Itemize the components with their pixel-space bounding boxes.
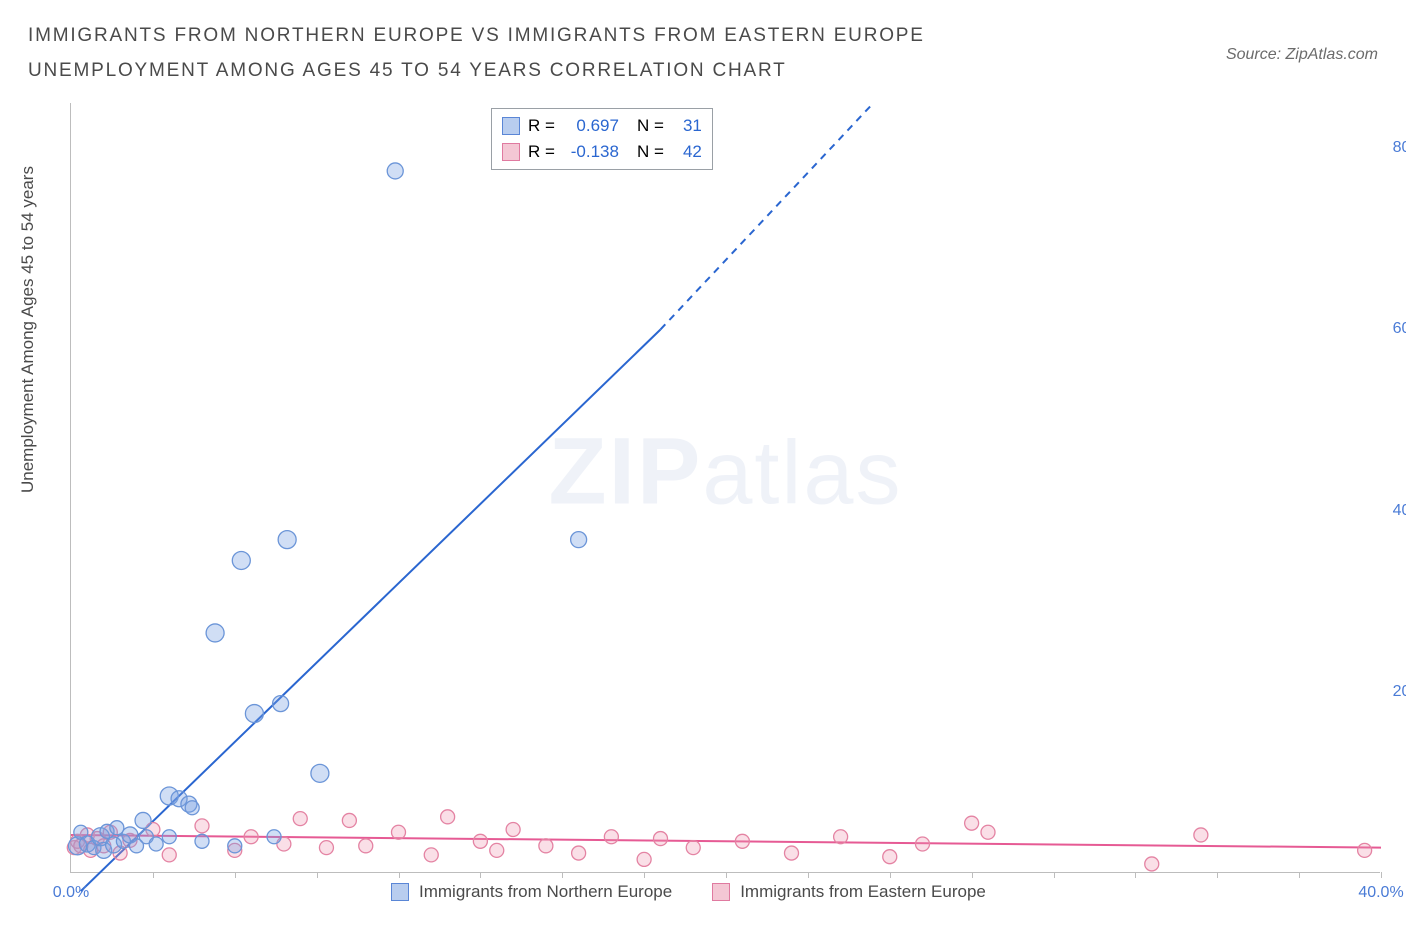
data-point [232, 551, 250, 569]
x-tick-mark [317, 872, 318, 878]
data-point [135, 812, 151, 828]
series-a-swatch-bottom [391, 883, 409, 901]
data-point [686, 841, 700, 855]
source-attribution: Source: ZipAtlas.com [1226, 46, 1378, 64]
n-label-a: N = [637, 116, 664, 136]
x-tick-label: 40.0% [1358, 884, 1403, 902]
x-tick-mark [399, 872, 400, 878]
data-point [267, 830, 281, 844]
x-tick-mark [1217, 872, 1218, 878]
x-tick-mark [972, 872, 973, 878]
chart-svg [71, 103, 1381, 873]
data-point [278, 531, 296, 549]
x-tick-mark [235, 872, 236, 878]
data-point [637, 852, 651, 866]
series-b-name: Immigrants from Eastern Europe [740, 882, 986, 902]
data-point [392, 825, 406, 839]
chart-container: Unemployment Among Ages 45 to 54 years Z… [28, 103, 1388, 903]
data-point [490, 843, 504, 857]
series-b-swatch [502, 143, 520, 161]
data-point [539, 839, 553, 853]
data-point [572, 846, 586, 860]
data-point [206, 624, 224, 642]
data-point [228, 839, 242, 853]
data-point [441, 810, 455, 824]
data-point [473, 834, 487, 848]
r-value-a: 0.697 [563, 116, 619, 136]
x-tick-label: 0.0% [53, 884, 89, 902]
data-point [244, 830, 258, 844]
x-tick-mark [562, 872, 563, 878]
data-point [883, 850, 897, 864]
plot-area: ZIPatlas R = 0.697 N = 31 R = -0.138 N =… [70, 103, 1380, 873]
data-point [1358, 843, 1372, 857]
data-point [185, 801, 199, 815]
y-tick-label: 80.0% [1393, 139, 1406, 157]
data-point [785, 846, 799, 860]
data-point [195, 819, 209, 833]
n-value-b: 42 [672, 142, 702, 162]
data-point [162, 848, 176, 862]
data-point [424, 848, 438, 862]
data-point [916, 837, 930, 851]
x-tick-mark [808, 872, 809, 878]
data-point [506, 823, 520, 837]
x-tick-mark [1299, 872, 1300, 878]
series-legend: Immigrants from Northern Europe Immigran… [391, 882, 986, 902]
data-point [293, 812, 307, 826]
data-point [359, 839, 373, 853]
data-point [654, 832, 668, 846]
data-point [981, 825, 995, 839]
stats-legend: R = 0.697 N = 31 R = -0.138 N = 42 [491, 108, 713, 170]
data-point [571, 532, 587, 548]
data-point [834, 830, 848, 844]
data-point [735, 834, 749, 848]
x-tick-mark [1381, 872, 1382, 878]
x-tick-mark [726, 872, 727, 878]
x-tick-mark [1054, 872, 1055, 878]
data-point [387, 163, 403, 179]
n-label-b: N = [637, 142, 664, 162]
data-point [273, 696, 289, 712]
data-point [319, 841, 333, 855]
x-tick-mark [480, 872, 481, 878]
y-tick-label: 20.0% [1393, 683, 1406, 701]
x-tick-mark [890, 872, 891, 878]
x-tick-mark [1135, 872, 1136, 878]
chart-title: IMMIGRANTS FROM NORTHERN EUROPE VS IMMIG… [28, 18, 1078, 88]
x-tick-mark [153, 872, 154, 878]
series-a-swatch [502, 117, 520, 135]
data-point [604, 830, 618, 844]
y-axis-label: Unemployment Among Ages 45 to 54 years [18, 166, 38, 493]
series-b-swatch-bottom [712, 883, 730, 901]
x-tick-mark [644, 872, 645, 878]
data-point [311, 764, 329, 782]
r-value-b: -0.138 [563, 142, 619, 162]
r-label-b: R = [528, 142, 555, 162]
series-a-name: Immigrants from Northern Europe [419, 882, 672, 902]
r-label-a: R = [528, 116, 555, 136]
data-point [245, 705, 263, 723]
data-point [965, 816, 979, 830]
data-point [149, 837, 163, 851]
n-value-a: 31 [672, 116, 702, 136]
data-point [342, 813, 356, 827]
y-tick-label: 60.0% [1393, 320, 1406, 338]
data-point [1194, 828, 1208, 842]
y-tick-label: 40.0% [1393, 502, 1406, 520]
data-point [195, 834, 209, 848]
data-point [1145, 857, 1159, 871]
data-point [162, 830, 176, 844]
